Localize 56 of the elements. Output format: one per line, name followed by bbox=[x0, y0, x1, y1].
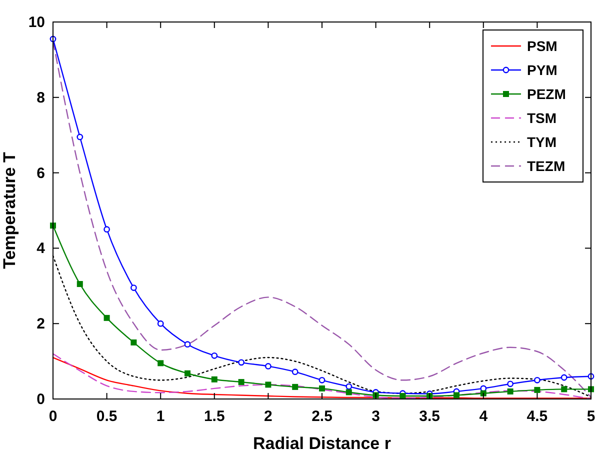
legend-label: PYM bbox=[527, 62, 558, 78]
x-tick-label: 1 bbox=[156, 408, 165, 425]
y-tick-label: 6 bbox=[36, 164, 45, 182]
y-tick-label: 2 bbox=[36, 316, 45, 333]
x-tick-label: 5 bbox=[586, 408, 596, 425]
point bbox=[158, 360, 164, 366]
point bbox=[157, 320, 164, 327]
point bbox=[104, 226, 110, 233]
legend-label: TYM bbox=[527, 134, 557, 150]
point bbox=[184, 341, 191, 348]
point bbox=[130, 284, 137, 291]
y-tick-label: 8 bbox=[36, 89, 45, 106]
point bbox=[238, 379, 244, 386]
legend-label: PEZM bbox=[527, 86, 566, 102]
x-tick-label: 4 bbox=[479, 408, 488, 425]
point bbox=[534, 386, 540, 393]
point bbox=[561, 386, 568, 392]
x-tick-label: 3 bbox=[372, 408, 380, 425]
point bbox=[319, 385, 325, 392]
point bbox=[292, 368, 298, 376]
point bbox=[346, 389, 352, 396]
point bbox=[292, 384, 298, 390]
y-tick-label: 4 bbox=[36, 240, 46, 258]
point bbox=[454, 392, 460, 398]
point bbox=[76, 281, 83, 288]
point bbox=[507, 380, 514, 388]
point bbox=[480, 390, 486, 396]
x-tick-label: 0.5 bbox=[96, 408, 118, 425]
point bbox=[318, 376, 326, 384]
point bbox=[560, 374, 568, 381]
point bbox=[400, 392, 406, 399]
point bbox=[534, 376, 540, 384]
y-tick-label: 10 bbox=[28, 14, 45, 31]
x-tick-label: 2 bbox=[264, 408, 272, 425]
point bbox=[130, 339, 137, 346]
y-axis-title: Temperature T bbox=[0, 151, 19, 269]
legend-label: TSM bbox=[527, 110, 557, 126]
point bbox=[104, 314, 110, 321]
point bbox=[211, 352, 218, 359]
point bbox=[184, 370, 190, 376]
point bbox=[265, 363, 272, 370]
legend-label: PSM bbox=[527, 38, 558, 54]
point bbox=[265, 382, 272, 388]
x-tick-label: 1.5 bbox=[204, 408, 225, 425]
legend-label: TEZM bbox=[527, 158, 566, 174]
point bbox=[76, 134, 84, 140]
x-axis-title: Radial Distance r bbox=[253, 434, 392, 453]
point bbox=[346, 383, 352, 390]
x-tick-label: 2.5 bbox=[312, 408, 332, 425]
point bbox=[211, 376, 218, 382]
x-tick-label: 4.5 bbox=[526, 408, 548, 425]
x-tick-label: 0 bbox=[48, 408, 58, 425]
point bbox=[238, 359, 244, 366]
x-tick-label: 3.5 bbox=[419, 408, 440, 425]
point bbox=[507, 388, 514, 394]
y-tick-label: 0 bbox=[36, 391, 45, 408]
